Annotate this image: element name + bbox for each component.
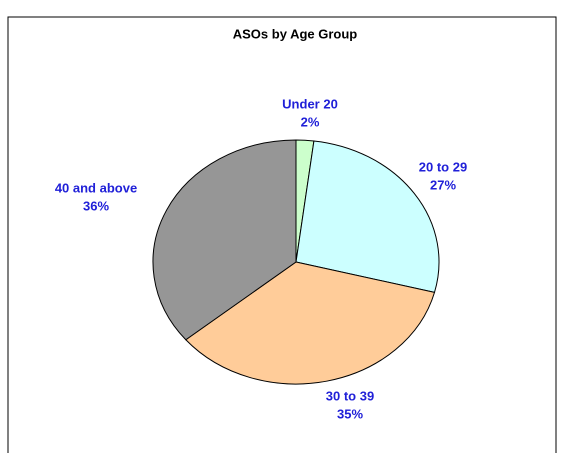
slice-value-label: 2% xyxy=(301,114,320,129)
pie-slice xyxy=(295,140,440,293)
slice-value-label: 35% xyxy=(337,406,363,421)
slice-label: 30 to 39 xyxy=(326,388,374,403)
slice-value-label: 36% xyxy=(83,198,109,213)
slice-label: 20 to 29 xyxy=(419,159,467,174)
slice-label: Under 20 xyxy=(282,96,338,111)
pie-slice xyxy=(152,139,297,341)
slice-label: 40 and above xyxy=(55,180,137,195)
slice-value-label: 27% xyxy=(430,177,456,192)
chart-frame xyxy=(7,16,557,453)
pie-slice xyxy=(185,261,436,385)
chart-title: ASOs by Age Group xyxy=(233,26,358,41)
